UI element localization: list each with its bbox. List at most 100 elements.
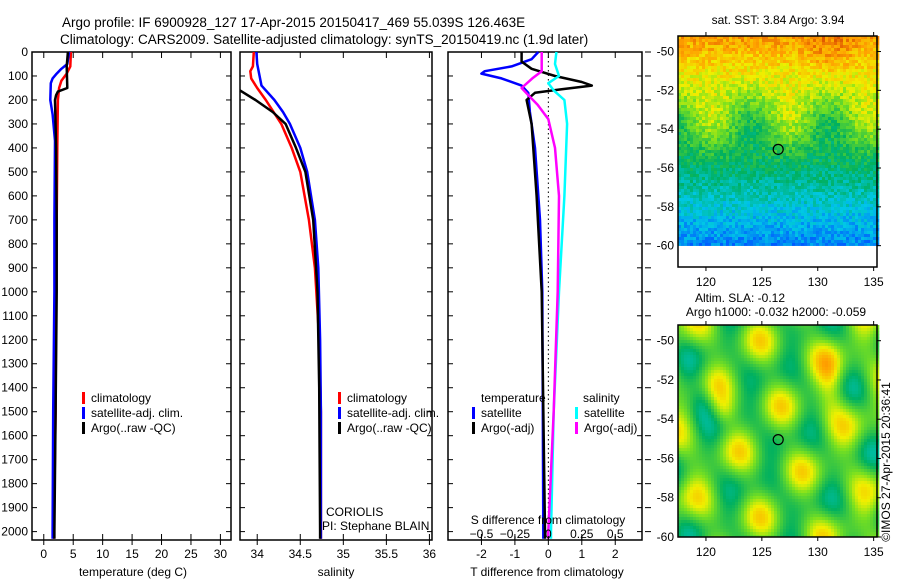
- map-cell: [789, 63, 793, 67]
- map-cell: [855, 132, 859, 136]
- map-cell: [720, 48, 724, 52]
- map-cell: [765, 234, 769, 238]
- map-cell: [750, 171, 754, 175]
- map-cell: [720, 228, 724, 232]
- map-cell: [711, 204, 715, 208]
- map-cell: [852, 90, 856, 94]
- map-cell: [717, 96, 721, 100]
- map-cell: [816, 126, 820, 130]
- map-cell: [750, 222, 754, 226]
- map-cell: [807, 195, 811, 199]
- map-cell: [708, 225, 712, 229]
- map-cell: [681, 120, 685, 124]
- map-cell: [810, 243, 814, 246]
- map-cell: [753, 84, 757, 88]
- map-cell: [813, 63, 817, 67]
- map-cell: [753, 225, 757, 229]
- map-cell: [825, 153, 829, 157]
- map-cell: [717, 192, 721, 196]
- map-cell: [696, 81, 700, 85]
- map-cell: [855, 135, 859, 139]
- map-cell: [744, 99, 748, 103]
- map-cell: [732, 213, 736, 217]
- map-cell: [738, 147, 742, 151]
- map-cell: [822, 114, 826, 118]
- map-cell: [822, 42, 826, 46]
- map-cell: [843, 123, 847, 127]
- map-cell: [867, 147, 871, 151]
- map-cell: [804, 48, 808, 52]
- map-cell: [783, 102, 787, 106]
- map-cell: [723, 180, 727, 184]
- map-cell: [744, 51, 748, 55]
- map-cell: [741, 231, 745, 235]
- map-cell: [795, 99, 799, 103]
- map-cell: [798, 123, 802, 127]
- map-cell: [702, 213, 706, 217]
- map-cell: [792, 102, 796, 106]
- map-cell: [837, 126, 841, 130]
- map-cell: [726, 63, 730, 67]
- map-cell: [711, 240, 715, 244]
- map-cell: [711, 225, 715, 229]
- map-cell: [777, 216, 781, 220]
- map-cell: [774, 78, 778, 82]
- map-cell: [855, 120, 859, 124]
- map-cell: [849, 228, 853, 232]
- map-cell: [777, 117, 781, 121]
- map-cell: [708, 201, 712, 205]
- map-cell: [735, 75, 739, 79]
- map-cell: [789, 237, 793, 241]
- map-cell: [714, 189, 718, 193]
- map-cell: [861, 96, 865, 100]
- map-cell: [690, 141, 694, 145]
- map-cell: [831, 39, 835, 43]
- map-cell: [852, 138, 856, 142]
- map-cell: [765, 192, 769, 196]
- map-cell: [831, 141, 835, 145]
- map-cell: [825, 45, 829, 49]
- map-cell: [714, 72, 718, 76]
- map-cell: [804, 207, 808, 211]
- map-cell: [750, 48, 754, 52]
- map-cell: [720, 165, 724, 169]
- map-cell: [843, 132, 847, 136]
- map-cell: [843, 78, 847, 82]
- map-cell: [780, 168, 784, 172]
- map-cell: [870, 231, 874, 235]
- map-cell: [771, 240, 775, 244]
- map-cell: [819, 159, 823, 163]
- map-cell: [681, 159, 685, 163]
- y-tick-label: -54: [657, 122, 675, 136]
- map-cell: [786, 228, 790, 232]
- map-cell: [813, 150, 817, 154]
- map-cell: [867, 105, 871, 109]
- map-cell: [813, 42, 817, 46]
- map-cell: [699, 168, 703, 172]
- map-cell: [741, 186, 745, 190]
- map-cell: [816, 177, 820, 181]
- map-cell: [816, 165, 820, 169]
- map-cell: [849, 45, 853, 49]
- map-cell: [729, 225, 733, 229]
- map-cell: [738, 174, 742, 178]
- map-cell: [861, 42, 865, 46]
- map-cell: [705, 126, 709, 130]
- map-cell: [837, 213, 841, 217]
- map-cell: [783, 141, 787, 145]
- map-cell: [825, 129, 829, 133]
- map-cell: [864, 201, 868, 205]
- map-cell: [717, 183, 721, 187]
- map-cell: [753, 120, 757, 124]
- map-cell: [861, 219, 865, 223]
- map-cell: [690, 78, 694, 82]
- map-cell: [792, 66, 796, 70]
- map-cell: [684, 117, 688, 121]
- map-cell: [762, 231, 766, 235]
- map-cell: [828, 66, 832, 70]
- map-cell: [681, 186, 685, 190]
- map-cell: [858, 177, 862, 181]
- map-cell: [777, 204, 781, 208]
- map-cell: [696, 63, 700, 67]
- map-cell: [762, 171, 766, 175]
